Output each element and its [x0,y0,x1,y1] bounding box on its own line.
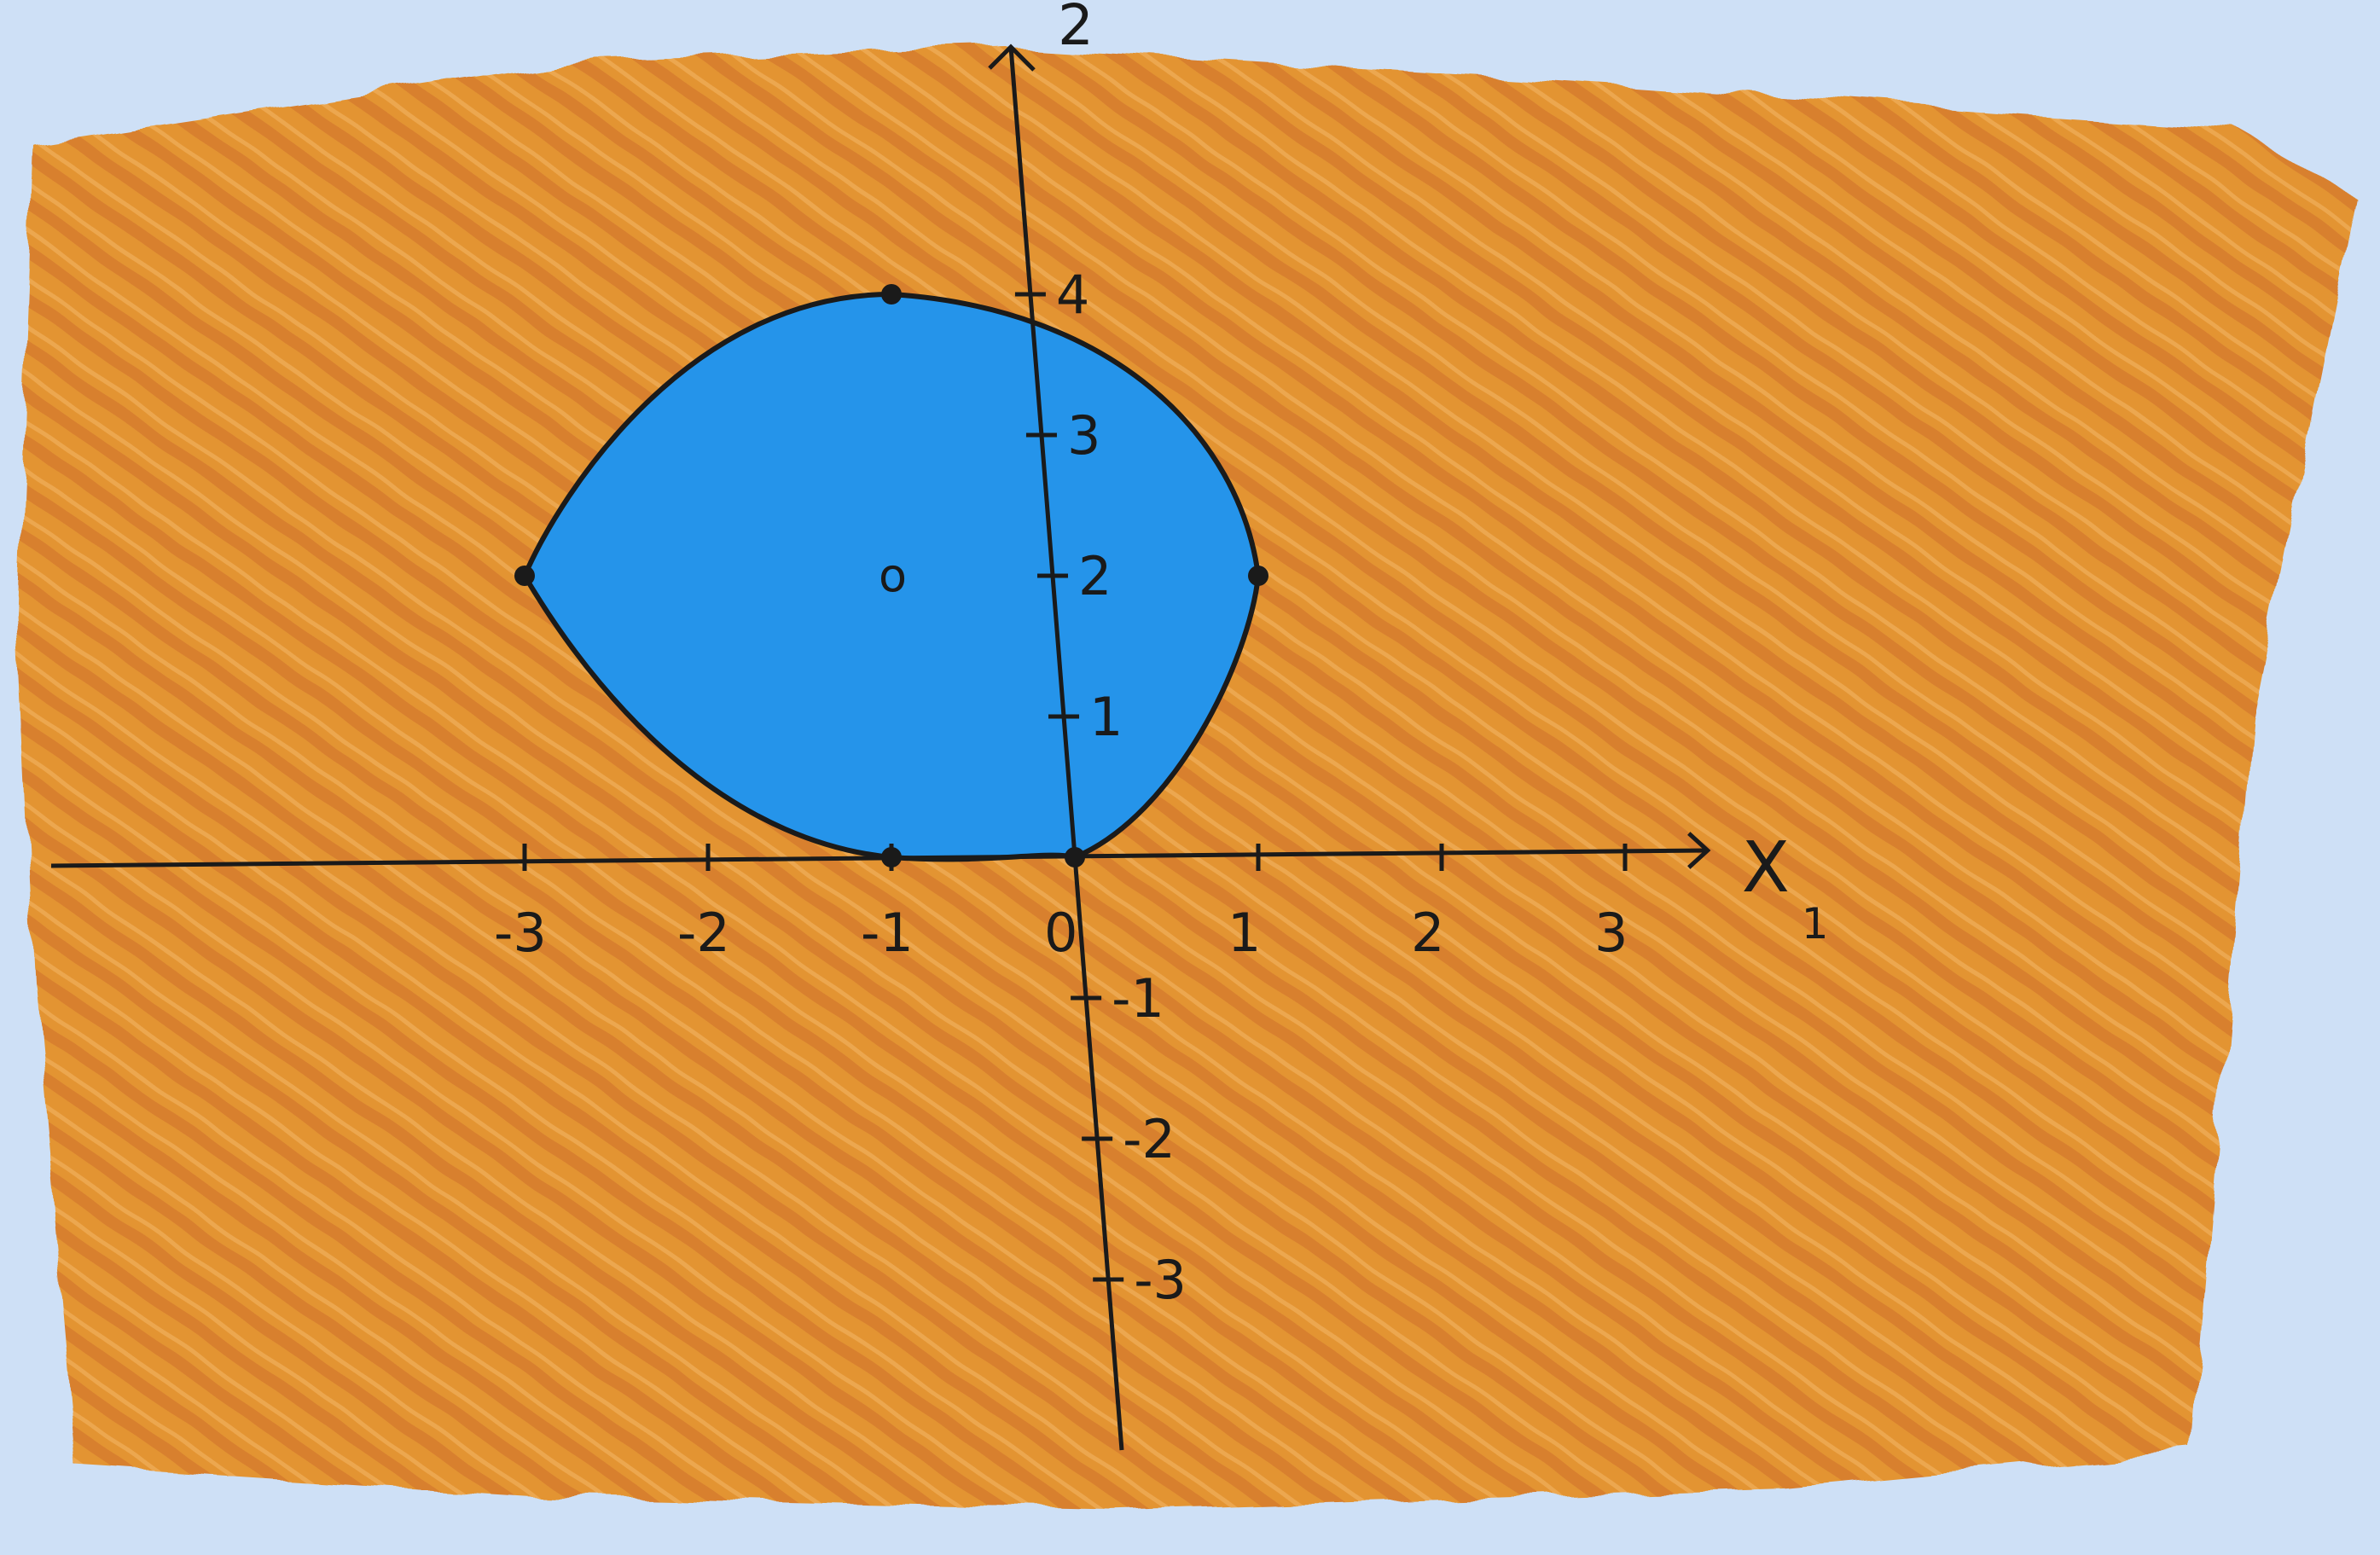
y-axis-arrowhead [988,44,1036,72]
x-tick-label: 0 [1044,902,1077,964]
x-axis-label: X [1742,827,1790,908]
x-tick-label: -3 [494,902,547,964]
y-tick-label: 1 [1089,686,1123,748]
x-tick-label: 3 [1594,902,1628,964]
y-tick-label: -3 [1134,1249,1187,1311]
x-tick-label: -1 [861,902,914,964]
y-tick-label: 4 [1056,264,1089,326]
x-axis-subscript: 1 [1802,899,1829,949]
boundary-point [881,284,902,305]
y-tick-label: -1 [1112,967,1164,1030]
x-tick-label: -2 [677,902,730,964]
boundary-points [514,284,1268,867]
y-tick-label: 3 [1067,404,1100,467]
x-axis-arrowhead [1687,832,1711,869]
coordinate-axes [50,44,1711,1451]
boundary-point [1248,566,1268,586]
boundary-point [1065,847,1085,867]
boundary-point [881,847,902,867]
y-axis-line [1008,46,1124,1451]
center-marker: o [879,548,907,602]
y-tick-label: 2 [1078,545,1112,607]
y-tick-label: -2 [1123,1108,1175,1170]
y-axis-label: 2 [1058,0,1094,58]
x-axis-line [50,848,1708,868]
boundary-point [514,566,535,586]
x-tick-label: 2 [1411,902,1444,964]
outer-region-shading [17,47,2354,1510]
x-tick-label: 1 [1228,902,1261,964]
